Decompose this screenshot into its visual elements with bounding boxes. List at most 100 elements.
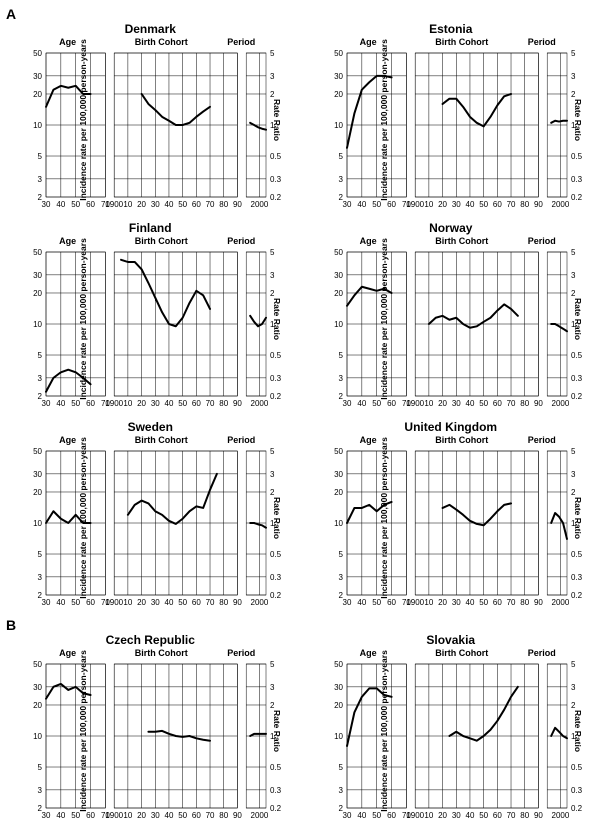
svg-text:70: 70 [506, 399, 515, 408]
svg-text:2: 2 [338, 591, 343, 600]
svg-text:80: 80 [219, 200, 228, 209]
svg-text:70: 70 [506, 598, 515, 607]
panel-denmark: DenmarkAgeBirth CohortPeriod304050607019… [4, 22, 297, 217]
svg-text:5: 5 [38, 351, 43, 360]
svg-text:60: 60 [492, 598, 501, 607]
svg-text:50: 50 [33, 248, 42, 257]
svg-text:2: 2 [38, 591, 43, 600]
svg-text:2000: 2000 [251, 598, 269, 607]
svg-text:50: 50 [372, 399, 381, 408]
svg-text:1900: 1900 [105, 399, 123, 408]
svg-text:5: 5 [38, 152, 43, 161]
svg-text:20: 20 [334, 90, 343, 99]
svg-text:5: 5 [338, 351, 343, 360]
svg-text:5: 5 [270, 248, 275, 257]
svg-text:3: 3 [338, 374, 343, 383]
svg-text:80: 80 [520, 399, 529, 408]
svg-text:40: 40 [56, 811, 65, 820]
y-axis-label-left: Incidence rate per 100,000 person-years [78, 238, 88, 400]
svg-text:60: 60 [492, 200, 501, 209]
svg-text:50: 50 [372, 598, 381, 607]
svg-text:30: 30 [42, 598, 51, 607]
svg-text:2000: 2000 [551, 200, 569, 209]
y-axis-label-left: Incidence rate per 100,000 person-years [78, 650, 88, 812]
section-label: B [4, 615, 597, 633]
svg-text:70: 70 [206, 598, 215, 607]
panel-svg: 3040506070190010203040506070809020002351… [305, 47, 595, 217]
panel-title: Slovakia [305, 633, 598, 647]
svg-text:5: 5 [338, 763, 343, 772]
svg-text:2: 2 [38, 804, 43, 813]
y-axis-label-right: Rate Ratio [573, 297, 583, 339]
svg-text:30: 30 [33, 72, 42, 81]
svg-text:20: 20 [137, 200, 146, 209]
svg-text:10: 10 [123, 399, 132, 408]
svg-text:40: 40 [357, 811, 366, 820]
svg-text:30: 30 [451, 811, 460, 820]
svg-text:30: 30 [33, 470, 42, 479]
svg-text:0.3: 0.3 [571, 175, 583, 184]
svg-text:50: 50 [71, 811, 80, 820]
svg-text:10: 10 [424, 811, 433, 820]
svg-text:3: 3 [38, 786, 43, 795]
svg-text:40: 40 [56, 399, 65, 408]
svg-text:20: 20 [137, 399, 146, 408]
svg-text:90: 90 [533, 598, 542, 607]
svg-text:30: 30 [342, 811, 351, 820]
panel-norway: NorwayAgeBirth CohortPeriod3040506070190… [305, 221, 598, 416]
svg-text:20: 20 [438, 200, 447, 209]
svg-text:50: 50 [334, 248, 343, 257]
panel-estonia: EstoniaAgeBirth CohortPeriod304050607019… [305, 22, 598, 217]
svg-text:30: 30 [342, 399, 351, 408]
svg-text:30: 30 [151, 598, 160, 607]
svg-text:2: 2 [571, 488, 576, 497]
y-axis-label-left: Incidence rate per 100,000 person-years [378, 437, 388, 599]
svg-text:5: 5 [270, 49, 275, 58]
svg-text:50: 50 [479, 200, 488, 209]
segment-label: Birth Cohort [104, 236, 218, 246]
svg-text:5: 5 [338, 550, 343, 559]
svg-text:3: 3 [270, 470, 275, 479]
svg-text:10: 10 [334, 519, 343, 528]
panel-uk: United KingdomAgeBirth CohortPeriod30405… [305, 420, 598, 615]
svg-text:40: 40 [165, 200, 174, 209]
svg-text:10: 10 [424, 200, 433, 209]
svg-text:3: 3 [270, 683, 275, 692]
svg-text:1900: 1900 [406, 811, 424, 820]
svg-text:3: 3 [270, 271, 275, 280]
svg-text:40: 40 [465, 200, 474, 209]
segment-subtitles: AgeBirth CohortPeriod [40, 236, 273, 246]
svg-text:70: 70 [506, 200, 515, 209]
svg-text:40: 40 [465, 598, 474, 607]
svg-text:50: 50 [372, 811, 381, 820]
panel-grid: Czech RepublicAgeBirth CohortPeriod30405… [4, 633, 597, 828]
svg-text:0.5: 0.5 [571, 763, 583, 772]
svg-text:40: 40 [357, 399, 366, 408]
panel-czech: Czech RepublicAgeBirth CohortPeriod30405… [4, 633, 297, 828]
svg-text:5: 5 [270, 447, 275, 456]
svg-text:0.5: 0.5 [270, 152, 282, 161]
svg-text:10: 10 [123, 598, 132, 607]
svg-text:30: 30 [451, 598, 460, 607]
svg-text:50: 50 [71, 598, 80, 607]
svg-text:2: 2 [338, 392, 343, 401]
svg-text:0.3: 0.3 [270, 573, 282, 582]
svg-text:20: 20 [438, 598, 447, 607]
panel-title: Finland [4, 221, 297, 235]
segment-label: Period [227, 37, 255, 47]
svg-text:50: 50 [479, 399, 488, 408]
svg-text:30: 30 [334, 683, 343, 692]
svg-text:70: 70 [506, 811, 515, 820]
svg-text:0.3: 0.3 [270, 786, 282, 795]
svg-text:0.2: 0.2 [571, 591, 583, 600]
svg-text:50: 50 [178, 811, 187, 820]
svg-text:0.5: 0.5 [270, 550, 282, 559]
svg-text:30: 30 [151, 811, 160, 820]
svg-text:30: 30 [42, 811, 51, 820]
panel-title: Norway [305, 221, 598, 235]
svg-text:50: 50 [334, 660, 343, 669]
svg-text:70: 70 [206, 811, 215, 820]
svg-text:3: 3 [571, 72, 576, 81]
svg-text:40: 40 [56, 200, 65, 209]
svg-text:60: 60 [86, 811, 95, 820]
